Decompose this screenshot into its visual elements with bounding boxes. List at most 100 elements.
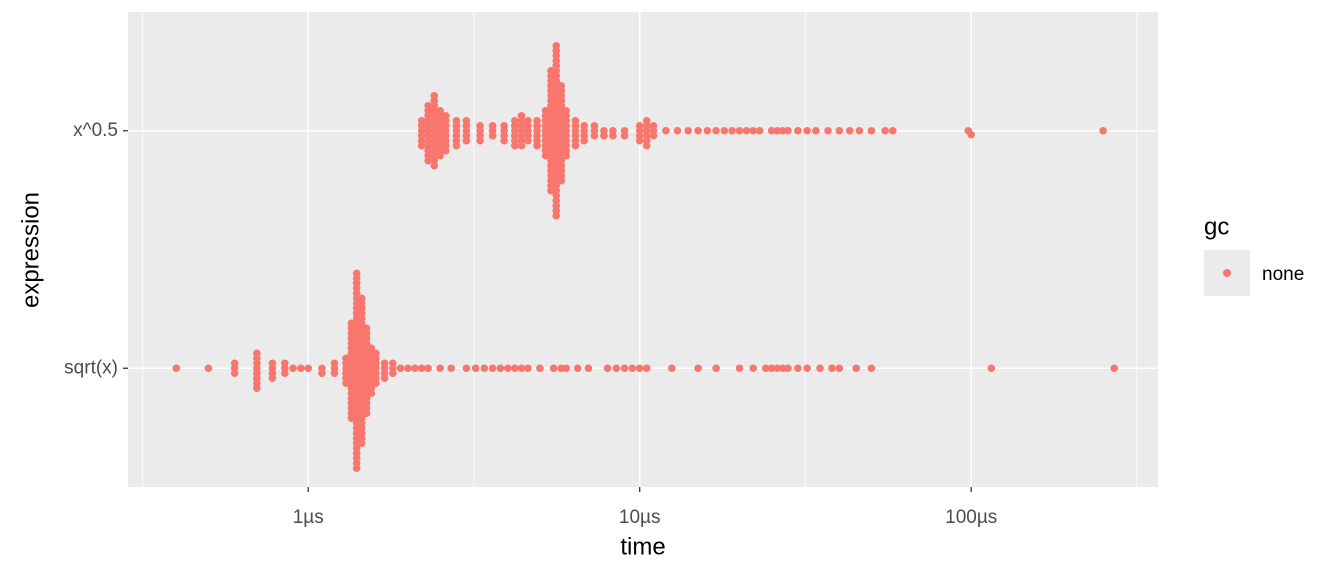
point [452, 116, 461, 125]
point [778, 364, 787, 373]
point [524, 136, 532, 145]
point [735, 126, 744, 135]
point [694, 126, 702, 135]
point [761, 364, 770, 373]
point [362, 324, 371, 333]
point [488, 364, 497, 373]
point [580, 136, 588, 145]
point [742, 126, 751, 135]
point [803, 126, 811, 135]
point [517, 111, 526, 120]
point [541, 106, 550, 115]
point [767, 364, 776, 373]
point [424, 364, 432, 373]
point [476, 136, 484, 145]
panel [128, 12, 1158, 487]
point [571, 116, 580, 125]
point [773, 364, 782, 373]
point [488, 121, 497, 130]
point [372, 379, 380, 388]
point [517, 141, 526, 150]
point [835, 126, 844, 135]
point [347, 319, 356, 328]
point [524, 116, 532, 125]
point [342, 379, 350, 388]
point [562, 364, 570, 373]
point [642, 141, 651, 150]
point [204, 364, 213, 373]
point [778, 126, 787, 135]
point [441, 111, 450, 120]
point [584, 364, 593, 373]
point [600, 131, 608, 140]
point [496, 364, 505, 373]
point [703, 126, 712, 135]
point [784, 364, 792, 373]
point [628, 364, 637, 373]
point [436, 106, 444, 115]
point [1110, 364, 1119, 373]
point [712, 126, 720, 135]
point [562, 151, 570, 160]
point [417, 141, 426, 150]
point [536, 364, 544, 373]
point [230, 369, 239, 378]
point [694, 364, 702, 373]
point [476, 121, 484, 130]
point [635, 364, 644, 373]
point [812, 126, 820, 135]
point [357, 294, 366, 303]
point [424, 101, 432, 110]
point [845, 126, 854, 135]
point [767, 126, 776, 135]
point [380, 359, 389, 368]
point [436, 151, 444, 160]
point [580, 121, 588, 130]
point [480, 364, 489, 373]
y-axis-title: expression [17, 192, 44, 308]
point [281, 359, 289, 368]
point [749, 126, 758, 135]
point [533, 141, 541, 150]
x-tick-label: 100µs [945, 507, 997, 528]
y-tick-label: x^0.5 [73, 120, 118, 141]
point [268, 359, 277, 368]
point [888, 126, 897, 135]
point [816, 364, 824, 373]
point [533, 116, 541, 125]
point [500, 136, 508, 145]
point [517, 364, 526, 373]
point [417, 364, 426, 373]
point [612, 364, 621, 373]
point [784, 126, 792, 135]
point [755, 126, 764, 135]
point [642, 116, 651, 125]
point [396, 364, 405, 373]
x-tick-label: 10µs [619, 507, 661, 528]
point [424, 156, 432, 165]
point [318, 369, 326, 378]
point [380, 374, 389, 383]
point [524, 364, 532, 373]
point [549, 364, 558, 373]
x-tick-label: 1µs [293, 507, 324, 528]
point [749, 364, 758, 373]
point [673, 126, 682, 135]
point [773, 126, 782, 135]
point [436, 364, 444, 373]
y-tick-label: sqrt(x) [64, 357, 118, 378]
legend-label: none [1262, 264, 1304, 285]
point [462, 116, 471, 125]
point [389, 369, 397, 378]
point [590, 121, 599, 130]
x-axis-title: time [620, 533, 665, 560]
point [803, 364, 811, 373]
point [430, 161, 439, 170]
point [684, 126, 692, 135]
point [571, 141, 580, 150]
point [603, 364, 612, 373]
point [635, 136, 644, 145]
point [573, 364, 582, 373]
point [867, 126, 876, 135]
point [720, 126, 729, 135]
